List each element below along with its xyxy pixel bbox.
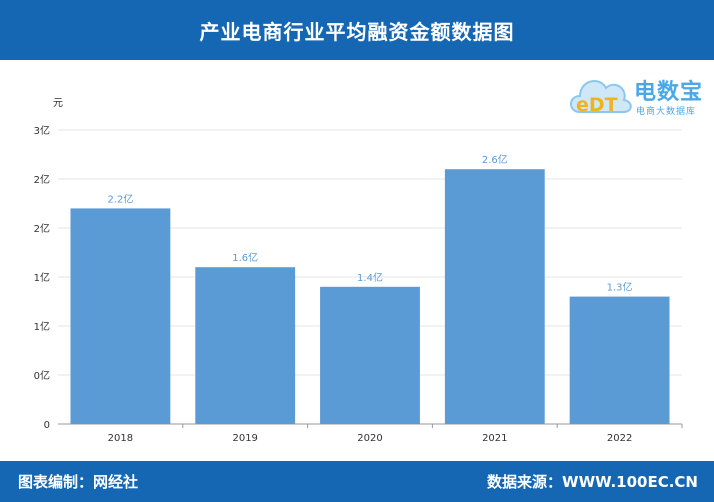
x-tick-label: 2018 xyxy=(108,433,133,444)
data-label: 2.2亿 xyxy=(107,192,133,205)
bar-chart: 0 0亿 1亿 1亿 2亿 2亿 3亿 元 2.2亿 2018 1.6亿 2019 1.4亿 2020 2.… xyxy=(34,98,683,444)
y-tick-label: 1亿 xyxy=(34,271,50,284)
bar xyxy=(70,208,171,424)
data-label: 1.3亿 xyxy=(607,281,633,294)
y-tick-label: 2亿 xyxy=(34,222,50,235)
chart-area: 0 0亿 1亿 1亿 2亿 2亿 3亿 元 2.2亿 2018 1.6亿 2019 1.4亿 2020 2.… xyxy=(0,60,714,460)
footer-credit: 图表编制：网经社 xyxy=(18,473,139,491)
data-label: 1.6亿 xyxy=(232,251,258,264)
x-tick-label: 2020 xyxy=(357,433,382,444)
footer-source: 数据来源：WWW.100EC.CN xyxy=(487,473,698,491)
bar xyxy=(444,169,545,424)
watermark-name: 电数宝 xyxy=(634,80,704,105)
chart-header: 产业电商行业平均融资金额数据图 xyxy=(0,0,714,60)
y-tick-label: 0亿 xyxy=(34,369,50,382)
cloud-logo-icon: eDT xyxy=(570,80,632,116)
watermark-subtitle: 电商大数据库 xyxy=(636,107,697,117)
bar xyxy=(569,296,670,424)
watermark-logo: eDT 电数宝 电商大数据库 xyxy=(566,66,714,126)
data-label: 1.4亿 xyxy=(357,271,383,284)
x-tick-label: 2021 xyxy=(482,433,507,444)
y-tick-label: 2亿 xyxy=(34,173,50,186)
y-tick-label: 3亿 xyxy=(34,124,50,137)
bar xyxy=(195,267,296,424)
logo-text: eDT xyxy=(576,94,618,116)
bar xyxy=(320,286,420,424)
chart-title: 产业电商行业平均融资金额数据图 xyxy=(199,19,515,44)
y-tick-label: 0 xyxy=(44,420,50,431)
x-tick-label: 2019 xyxy=(232,433,257,444)
x-tick-label: 2022 xyxy=(607,433,632,444)
chart-footer: 图表编制：网经社 数据来源：WWW.100EC.CN xyxy=(0,461,714,502)
y-tick-label: 1亿 xyxy=(34,320,50,333)
data-label: 2.6亿 xyxy=(482,153,508,166)
y-unit-label: 元 xyxy=(53,98,63,109)
